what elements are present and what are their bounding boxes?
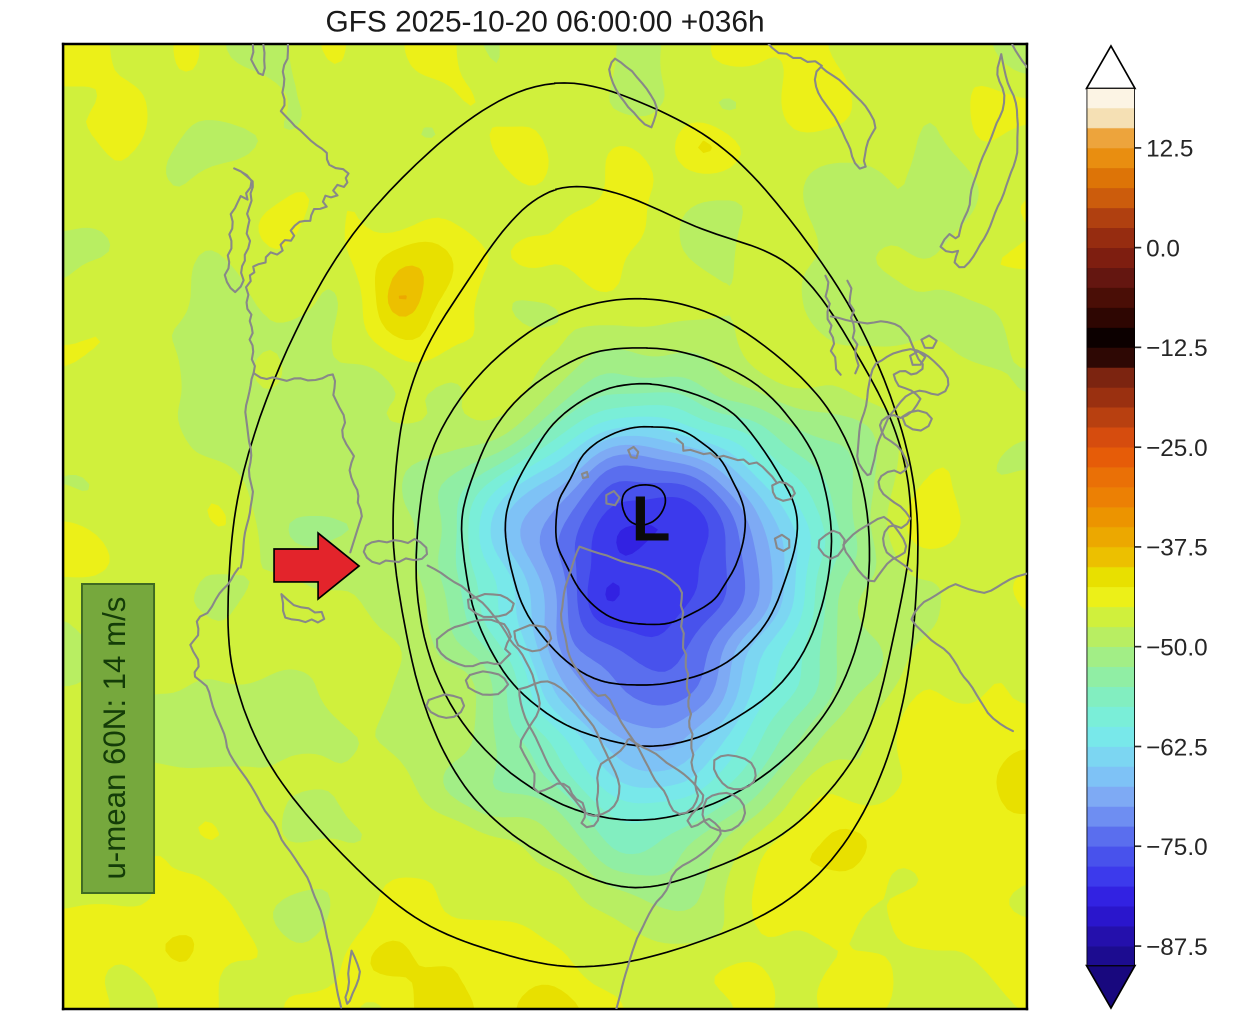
svg-text:0.0: 0.0 <box>1146 235 1180 262</box>
svg-text:−12.5: −12.5 <box>1146 335 1207 362</box>
svg-text:GFS 2025-10-20 06:00:00 +036h: GFS 2025-10-20 06:00:00 +036h <box>325 6 764 39</box>
svg-text:u-mean 60N: 14 m/s: u-mean 60N: 14 m/s <box>97 597 132 880</box>
svg-text:−75.0: −75.0 <box>1146 834 1207 861</box>
svg-text:−62.5: −62.5 <box>1146 734 1207 761</box>
svg-text:12.5: 12.5 <box>1146 136 1193 163</box>
svg-text:−87.5: −87.5 <box>1146 934 1207 961</box>
svg-text:−50.0: −50.0 <box>1146 635 1207 662</box>
svg-text:−25.0: −25.0 <box>1146 435 1207 462</box>
svg-text:L: L <box>631 483 670 555</box>
svg-text:−37.5: −37.5 <box>1146 535 1207 562</box>
